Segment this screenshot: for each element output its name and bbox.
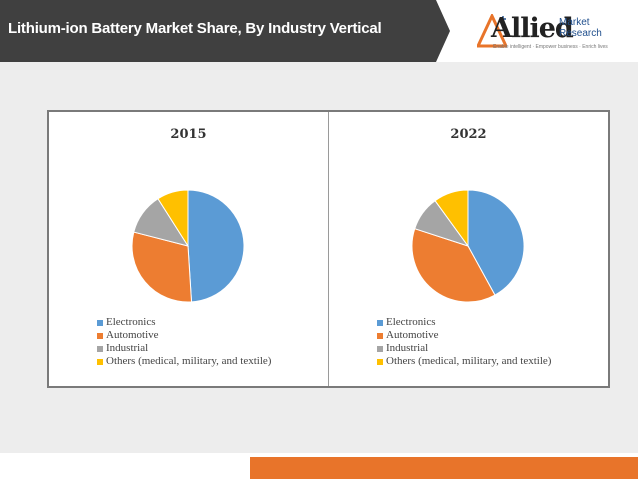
legend-label-automotive: Automotive xyxy=(386,329,439,341)
logo-name: Allied xyxy=(491,13,574,44)
logo-mark-icon xyxy=(477,14,507,48)
legend-item-electronics: Electronics xyxy=(377,316,551,329)
legend-label-electronics: Electronics xyxy=(106,316,156,328)
pie-slice-electronics xyxy=(187,189,245,303)
legend-swatch-industrial xyxy=(377,345,383,352)
chart-title-2015: 2015 xyxy=(170,127,207,142)
legend-item-others: Others (medical, military, and textile) xyxy=(377,355,551,368)
header-bar: Lithium-ion Battery Market Share, By Ind… xyxy=(0,0,638,62)
chart-panel-2022: 2022 Electronics Automotive Industrial O… xyxy=(329,112,608,386)
page-title: Lithium-ion Battery Market Share, By Ind… xyxy=(8,20,382,37)
legend-swatch-electronics xyxy=(377,319,383,326)
title-band: Lithium-ion Battery Market Share, By Ind… xyxy=(0,0,450,62)
pie-slice-others xyxy=(434,189,469,248)
legend-2015: Electronics Automotive Industrial Others… xyxy=(97,316,271,368)
legend-item-industrial: Industrial xyxy=(377,342,551,355)
legend-label-electronics: Electronics xyxy=(386,316,436,328)
pie-slice-automotive xyxy=(131,231,193,303)
legend-item-electronics: Electronics xyxy=(97,316,271,329)
legend-label-others: Others (medical, military, and textile) xyxy=(386,355,552,367)
legend-item-others: Others (medical, military, and textile) xyxy=(97,355,271,368)
logo-line-2: Research xyxy=(559,28,602,39)
legend-swatch-automotive xyxy=(377,332,383,339)
pie-slice-others xyxy=(157,189,189,248)
logo-line-1: Market xyxy=(559,17,590,28)
pie-chart-figure: 2015 Electronics Automotive Industrial O… xyxy=(47,110,610,388)
legend-label-industrial: Industrial xyxy=(386,342,429,354)
pie-slice-automotive xyxy=(411,228,496,303)
legend-swatch-industrial xyxy=(97,345,103,352)
legend-swatch-electronics xyxy=(97,319,103,326)
pie-slice-electronics xyxy=(467,189,525,296)
title-band-shape xyxy=(0,0,450,62)
legend-item-automotive: Automotive xyxy=(97,329,271,342)
legend-label-automotive: Automotive xyxy=(106,329,159,341)
legend-label-others: Others (medical, military, and textile) xyxy=(106,355,272,367)
legend-swatch-automotive xyxy=(97,332,103,339)
chart-panel-2015: 2015 Electronics Automotive Industrial O… xyxy=(49,112,329,386)
legend-label-industrial: Industrial xyxy=(106,342,149,354)
legend-item-industrial: Industrial xyxy=(97,342,271,355)
legend-item-automotive: Automotive xyxy=(377,329,551,342)
legend-swatch-others xyxy=(377,358,383,365)
footer-accent-stripe xyxy=(250,457,638,479)
allied-market-research-logo: Allied Market Research Enable intelligen… xyxy=(477,8,627,54)
chart-title-2022: 2022 xyxy=(450,127,487,142)
pie-chart-2022 xyxy=(411,189,525,303)
pie-chart-2015 xyxy=(131,189,245,303)
logo-tagline: Enable intelligent · Empower business · … xyxy=(493,44,608,50)
legend-swatch-others xyxy=(97,358,103,365)
legend-2022: Electronics Automotive Industrial Others… xyxy=(377,316,551,368)
